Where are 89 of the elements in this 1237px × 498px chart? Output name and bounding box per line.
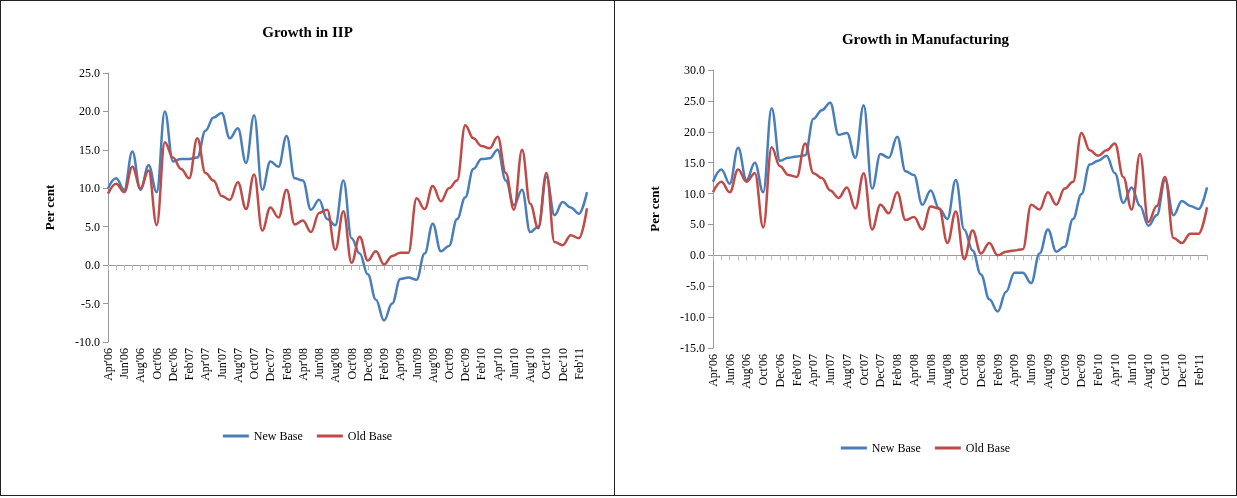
x-tick-label: Oct'08 — [344, 348, 359, 380]
x-tick-label: Oct'09 — [1057, 354, 1072, 386]
y-tick-label: -10.0 — [75, 335, 100, 349]
x-tick-label: Dec'09 — [1074, 354, 1089, 388]
y-axis-title: Per cent — [42, 184, 57, 231]
x-tick-label: Oct'09 — [441, 348, 456, 380]
x-tick-label: Apr'06 — [706, 354, 720, 387]
legend-label: Old Base — [965, 441, 1011, 455]
x-tick-label: Feb'10 — [474, 348, 489, 381]
x-tick-label: Apr'09 — [1007, 354, 1022, 387]
x-tick-label: Dec'06 — [165, 348, 180, 382]
y-tick-label: -10.0 — [680, 310, 705, 325]
x-tick-label: Jun'09 — [1024, 354, 1039, 385]
x-tick-label: Oct'07 — [247, 348, 262, 380]
y-tick-label: -5.0 — [81, 296, 100, 311]
x-tick-label: Jun'10 — [506, 348, 521, 379]
y-tick-label: 15.0 — [684, 155, 705, 170]
x-tick-label: Feb'11 — [1191, 354, 1206, 386]
x-tick-label: Jun'09 — [409, 348, 424, 379]
x-tick-label: Feb'10 — [1091, 354, 1106, 387]
line-series — [711, 131, 1209, 261]
legend-label: New Base — [253, 429, 303, 443]
x-tick-label: Oct'10 — [1158, 354, 1173, 386]
x-tick-label: Dec'07 — [263, 348, 278, 382]
chart-title: Growth in Manufacturing — [841, 30, 1010, 47]
x-tick-label: Dec'10 — [555, 348, 570, 382]
line-series — [711, 101, 1209, 313]
x-tick-label: Apr'08 — [295, 348, 310, 381]
y-tick-label: 0.0 — [690, 248, 705, 263]
line-series — [106, 124, 589, 266]
x-tick-label: Feb'07 — [789, 354, 804, 387]
x-tick-label: Aug'07 — [230, 348, 245, 383]
x-tick-label: Aug'08 — [940, 354, 955, 389]
y-tick-label: 10.0 — [684, 186, 705, 201]
y-tick-label: -15.0 — [680, 341, 705, 355]
x-tick-label: Aug'08 — [328, 348, 343, 383]
y-tick-label: 25.0 — [79, 66, 100, 80]
x-tick-label: Apr'07 — [198, 348, 213, 381]
x-tick-label: Feb'08 — [279, 348, 294, 381]
y-axis-title: Per cent — [647, 185, 662, 232]
x-tick-label: Oct'06 — [756, 354, 771, 386]
x-tick-label: Apr'10 — [1107, 354, 1122, 387]
x-tick-label: Oct'06 — [149, 348, 164, 380]
legend-label: Old Base — [347, 429, 393, 443]
x-tick-label: Jun'07 — [823, 354, 838, 385]
y-tick-label: 5.0 — [690, 217, 705, 232]
y-tick-label: 10.0 — [79, 181, 100, 196]
x-tick-label: Apr'06 — [101, 348, 115, 381]
y-tick-label: -5.0 — [686, 279, 705, 294]
x-tick-label: Dec'09 — [458, 348, 473, 382]
x-tick-label: Oct'10 — [539, 348, 554, 380]
x-tick-label: Dec'06 — [772, 354, 787, 388]
y-tick-label: 15.0 — [79, 142, 100, 157]
x-tick-label: Jun'10 — [1124, 354, 1139, 385]
x-tick-label: Jun'08 — [923, 354, 938, 385]
chart-title: Growth in IIP — [262, 23, 353, 40]
x-tick-label: Jun'07 — [214, 348, 229, 379]
x-tick-label: Dec'07 — [873, 354, 888, 388]
x-tick-label: Aug'10 — [523, 348, 538, 383]
x-tick-label: Feb'09 — [990, 354, 1005, 387]
x-tick-label: Feb'11 — [571, 348, 586, 380]
x-tick-label: Apr'07 — [806, 354, 821, 387]
y-tick-label: 5.0 — [85, 219, 100, 234]
x-tick-label: Apr'08 — [906, 354, 921, 387]
x-tick-label: Dec'10 — [1174, 354, 1189, 388]
x-tick-label: Aug'09 — [1040, 354, 1055, 389]
x-tick-label: Feb'09 — [377, 348, 392, 381]
y-tick-label: 20.0 — [684, 124, 705, 139]
x-tick-label: Oct'08 — [957, 354, 972, 386]
x-tick-label: Aug'09 — [425, 348, 440, 383]
y-tick-label: 30.0 — [684, 63, 705, 77]
y-tick-label: 20.0 — [79, 104, 100, 119]
x-tick-label: Oct'07 — [856, 354, 871, 386]
x-tick-label: Apr'09 — [393, 348, 408, 381]
x-tick-label: Aug'07 — [839, 354, 854, 389]
x-tick-label: Dec'08 — [360, 348, 375, 382]
x-tick-label: Dec'08 — [973, 354, 988, 388]
x-tick-label: Jun'06 — [722, 354, 737, 385]
y-tick-label: 0.0 — [85, 258, 100, 273]
x-tick-label: Jun'06 — [117, 348, 132, 379]
x-tick-label: Feb'07 — [182, 348, 197, 381]
x-tick-label: Aug'06 — [739, 354, 754, 389]
y-tick-label: 25.0 — [684, 93, 705, 108]
x-tick-label: Aug'06 — [133, 348, 148, 383]
legend-label: New Base — [871, 441, 921, 455]
x-tick-label: Jun'08 — [312, 348, 327, 379]
x-tick-label: Feb'08 — [890, 354, 905, 387]
x-tick-label: Aug'10 — [1141, 354, 1156, 389]
x-tick-label: Apr'10 — [490, 348, 505, 381]
